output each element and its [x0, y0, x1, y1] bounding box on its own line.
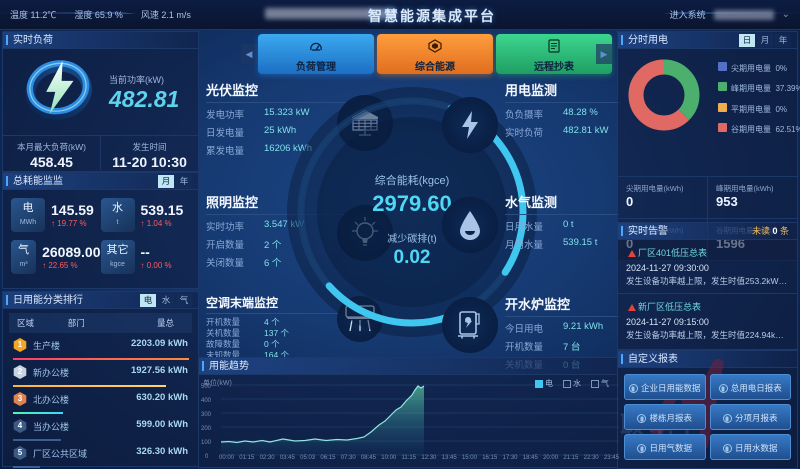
svg-text:500: 500 [201, 384, 212, 390]
svg-text:0: 0 [205, 454, 209, 460]
svg-text:100: 100 [201, 440, 212, 446]
svg-text:300: 300 [201, 412, 212, 418]
svg-text:400: 400 [201, 398, 212, 404]
svg-text:200: 200 [201, 426, 212, 432]
